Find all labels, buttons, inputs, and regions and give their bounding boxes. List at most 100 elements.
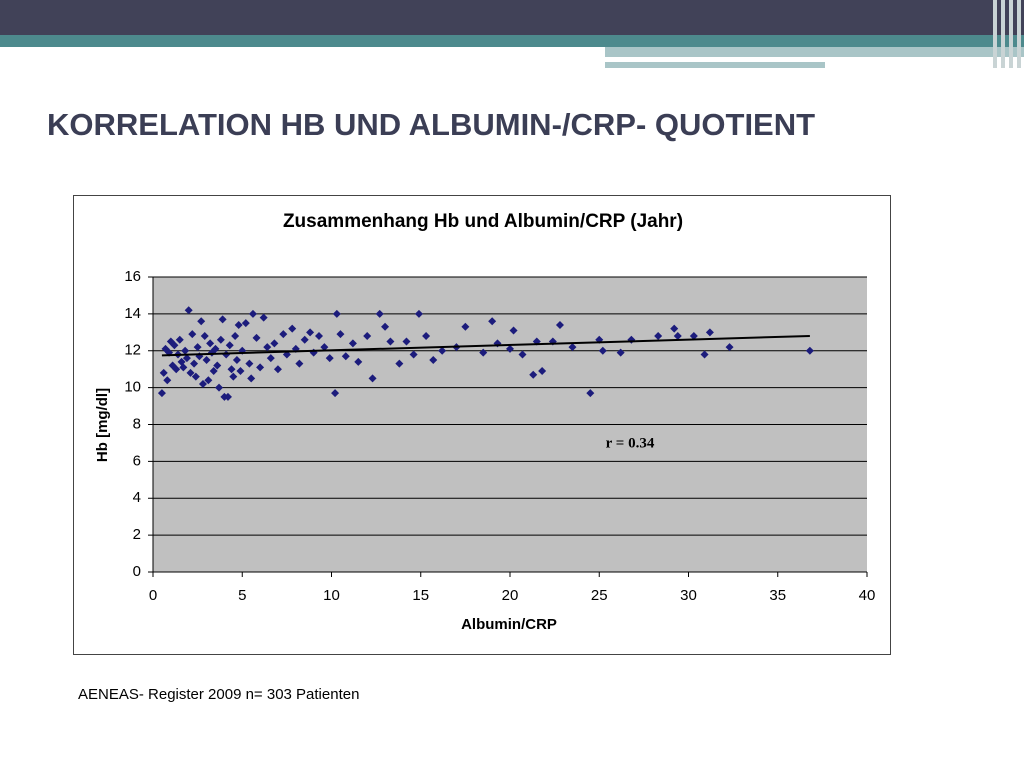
data-point (509, 326, 518, 335)
y-tick-label: 16 (124, 268, 141, 285)
data-point (568, 343, 577, 352)
data-point (506, 344, 514, 353)
data-point (232, 355, 241, 364)
x-tick-label: 15 (412, 587, 429, 604)
data-point (402, 337, 411, 346)
data-point (159, 368, 168, 377)
data-point (700, 350, 709, 359)
data-point (479, 348, 488, 357)
data-point (198, 379, 207, 388)
y-tick-label: 14 (124, 305, 141, 322)
data-point (654, 332, 663, 340)
data-point (157, 389, 166, 398)
data-point (182, 354, 191, 363)
data-point (414, 309, 423, 318)
data-point (616, 348, 625, 357)
data-point (461, 322, 470, 331)
data-point (188, 330, 197, 339)
y-tick-label: 2 (133, 526, 141, 543)
data-point (354, 357, 363, 366)
data-point (409, 350, 418, 359)
data-point (245, 359, 254, 368)
data-point (805, 346, 814, 355)
data-point (336, 330, 345, 339)
data-point (190, 359, 199, 368)
data-point (259, 313, 268, 322)
data-point (598, 346, 607, 355)
data-point (320, 343, 329, 352)
data-point (184, 306, 193, 315)
data-point (256, 363, 265, 372)
x-tick-label: 10 (323, 587, 340, 604)
data-point (266, 354, 275, 363)
data-point (279, 330, 288, 339)
data-point (175, 335, 184, 344)
data-point (331, 389, 340, 398)
data-point (295, 359, 304, 368)
data-point (247, 374, 256, 383)
chart-title: Zusammenhang Hb und Albumin/CRP (Jahr) (283, 211, 683, 232)
data-point (202, 355, 211, 364)
data-point (241, 319, 250, 328)
x-axis-label: Albumin/CRP (461, 616, 557, 633)
data-point (231, 332, 240, 340)
annotation: r = 0.34 (606, 435, 655, 451)
data-point (315, 332, 324, 340)
data-point (186, 368, 195, 377)
x-tick-label: 40 (859, 587, 876, 604)
data-point (381, 322, 390, 331)
data-point (218, 315, 227, 324)
data-point (227, 365, 236, 374)
data-point (395, 359, 404, 368)
data-point (555, 320, 564, 329)
data-point (325, 354, 334, 363)
y-axis-label: Hb [mg/dl] (94, 388, 111, 462)
plot: 0 2 4 6 8 10 12 14 16 0 5 10 15 20 25 30 35 40 (124, 268, 875, 604)
data-point (300, 335, 309, 344)
data-point (429, 355, 438, 364)
data-point (488, 317, 497, 326)
data-point (518, 350, 527, 359)
data-point (193, 343, 202, 352)
data-point (181, 346, 190, 355)
data-point (223, 392, 232, 401)
side-stripe (1017, 0, 1021, 68)
data-point (273, 365, 282, 374)
data-point (332, 309, 341, 318)
header-stripe (0, 35, 1024, 47)
data-point (204, 376, 213, 385)
data-point (211, 344, 220, 353)
x-tick-label: 25 (591, 587, 608, 604)
data-point (216, 335, 225, 344)
data-point (438, 346, 447, 355)
data-point (206, 339, 215, 348)
data-point (263, 343, 272, 352)
data-point (368, 374, 377, 383)
y-tick-label: 4 (133, 489, 141, 506)
data-point (229, 372, 238, 381)
data-point (673, 332, 682, 340)
data-point (172, 365, 181, 374)
y-tick-label: 6 (133, 452, 141, 469)
data-point (163, 376, 172, 385)
data-point (586, 389, 595, 398)
y-tick-label: 12 (124, 342, 141, 359)
data-point (209, 367, 218, 376)
header-line (605, 62, 825, 68)
data-point (213, 361, 222, 370)
data-point (538, 367, 547, 376)
data-point (689, 332, 698, 340)
data-point (705, 328, 714, 337)
data-point (179, 363, 188, 372)
data-point (348, 339, 357, 348)
data-point (225, 341, 234, 350)
data-point (529, 370, 538, 379)
data-point (422, 332, 431, 340)
data-point (170, 341, 179, 350)
x-tick-label: 0 (149, 587, 157, 604)
header-stripe-light (605, 47, 1024, 57)
footnote: AENEAS- Register 2009 n= 303 Patienten (78, 686, 359, 703)
data-point (670, 324, 679, 333)
y-tick-label: 8 (133, 415, 141, 432)
data-point (341, 352, 350, 361)
